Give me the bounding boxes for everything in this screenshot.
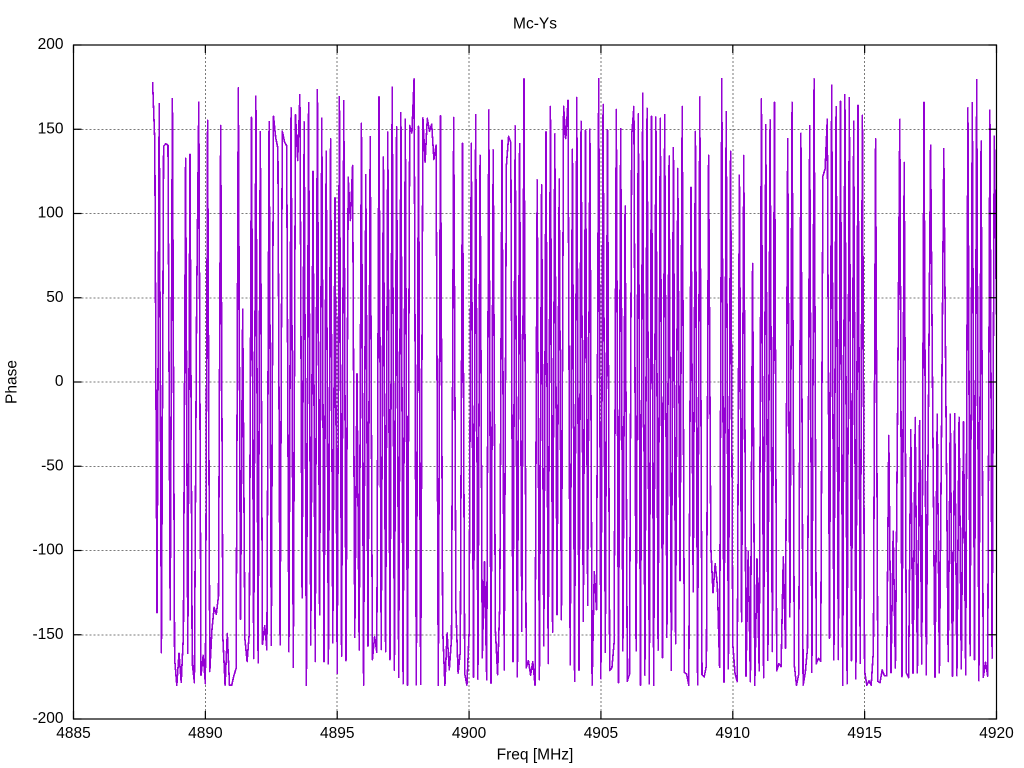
svg-text:4920: 4920 [979,725,1014,742]
svg-text:4905: 4905 [584,725,618,742]
svg-text:Phase: Phase [4,360,21,404]
svg-text:4915: 4915 [847,725,881,742]
svg-text:4910: 4910 [716,725,751,742]
svg-text:50: 50 [46,289,64,306]
svg-text:100: 100 [38,205,64,222]
svg-text:150: 150 [38,120,64,137]
svg-text:4900: 4900 [452,725,487,742]
svg-text:-200: -200 [32,710,63,727]
svg-text:0: 0 [55,373,64,390]
svg-text:Freq [MHz]: Freq [MHz] [497,747,574,764]
svg-text:4885: 4885 [56,725,90,742]
svg-text:Mc-Ys: Mc-Ys [513,16,557,33]
svg-text:200: 200 [38,36,64,53]
svg-text:-50: -50 [41,457,64,474]
svg-text:-150: -150 [32,626,63,643]
svg-text:-100: -100 [32,542,63,559]
svg-text:4890: 4890 [188,725,223,742]
svg-text:4895: 4895 [320,725,354,742]
